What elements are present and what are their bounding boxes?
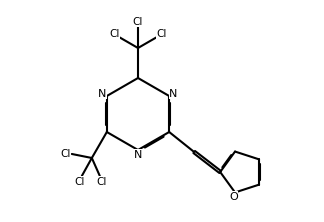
Text: Cl: Cl bbox=[97, 177, 107, 187]
Text: Cl: Cl bbox=[109, 28, 120, 38]
Text: O: O bbox=[229, 192, 238, 202]
Text: Cl: Cl bbox=[75, 177, 85, 187]
Text: Cl: Cl bbox=[133, 16, 143, 26]
Text: N: N bbox=[169, 89, 178, 99]
Text: N: N bbox=[134, 150, 142, 160]
Text: N: N bbox=[98, 89, 107, 99]
Text: Cl: Cl bbox=[156, 28, 167, 38]
Text: Cl: Cl bbox=[60, 149, 71, 159]
